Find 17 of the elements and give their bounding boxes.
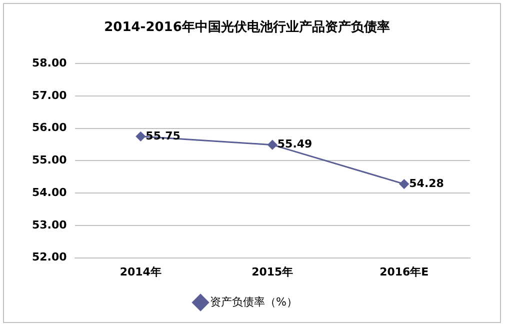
x-tick-label: 2015年 [252,265,294,278]
data-label: 55.49 [277,138,312,151]
x-tick-label: 2014年 [120,265,162,278]
y-tick-label: 57.00 [32,88,68,102]
y-tick-label: 54.00 [32,186,68,199]
y-tick-label: 56.00 [32,121,68,134]
point [399,179,409,189]
point [268,140,278,150]
y-tick-label: 52.00 [32,250,68,264]
data-label: 54.28 [409,176,444,190]
x-tick-label: 2016年E [380,265,429,278]
y-tick-label: 53.00 [32,218,68,232]
point [136,132,146,142]
y-tick-label: 55.00 [32,154,68,167]
chart-title: 2014-2016年中国光伏电池行业产品资产负债率 [104,19,390,36]
legend-label: 资产负债率（%） [210,295,298,308]
y-tick-label: 58.00 [32,56,68,70]
